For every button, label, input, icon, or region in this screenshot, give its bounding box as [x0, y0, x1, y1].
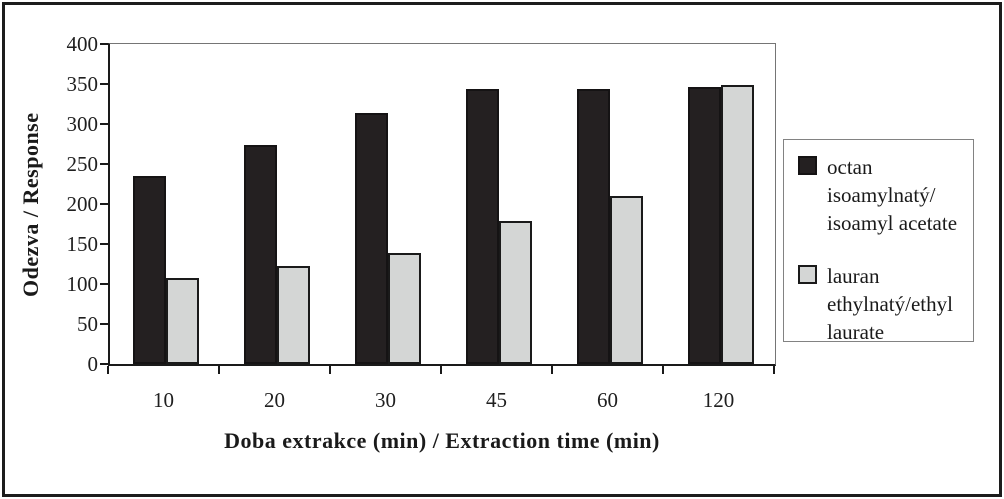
y-tick-mark: [100, 243, 108, 245]
x-tick-label-45: 45: [486, 388, 507, 412]
y-tick-label-300: 300: [66, 111, 99, 136]
y-tick-label-250: 250: [66, 151, 99, 176]
bar-isoamyl-acetate-10min: [132, 176, 166, 364]
x-tick-mark: [329, 366, 331, 374]
x-tick-mark: [662, 366, 664, 374]
y-tick-mark: [100, 203, 108, 205]
x-tick-label-30: 30: [375, 388, 396, 412]
y-tick-label-150: 150: [66, 231, 99, 256]
legend-entry: octan isoamylnatý/ isoamyl acetate: [798, 153, 965, 237]
plot-area: [108, 43, 776, 366]
y-tick-mark: [100, 123, 108, 125]
bar-isoamyl-acetate-45min: [465, 88, 499, 364]
x-tick-mark: [218, 366, 220, 374]
bar-isoamyl-acetate-30min: [354, 112, 388, 364]
legend-label: octan isoamylnatý/ isoamyl acetate: [827, 155, 958, 235]
bar-ethyl-laurate-60min: [609, 196, 643, 364]
y-tick-mark: [100, 323, 108, 325]
gray-square-swatch: [798, 265, 817, 284]
bar-ethyl-laurate-10min: [165, 278, 199, 364]
x-tick-label-60: 60: [597, 388, 618, 412]
bar-isoamyl-acetate-60min: [576, 88, 610, 364]
bar-ethyl-laurate-20min: [276, 266, 310, 364]
y-tick-mark: [100, 43, 108, 45]
y-tick-label-50: 50: [77, 311, 98, 336]
x-axis-title: Doba extrakce (min) / Extraction time (m…: [224, 428, 660, 453]
black-square-swatch: [798, 156, 817, 175]
y-tick-label-100: 100: [66, 271, 99, 296]
y-tick-label-200: 200: [66, 191, 99, 216]
y-tick-label-350: 350: [66, 71, 99, 96]
x-tick-label-120: 120: [702, 388, 735, 412]
y-tick-mark: [100, 163, 108, 165]
bar-ethyl-laurate-30min: [387, 252, 421, 364]
y-tick-mark: [100, 363, 108, 365]
y-tick-mark: [100, 283, 108, 285]
y-tick-label-0: 0: [87, 351, 99, 376]
legend-entry: lauran ethylnatý/ethyl laurate: [798, 262, 965, 346]
x-tick-mark: [440, 366, 442, 374]
x-tick-mark: [773, 366, 775, 374]
y-tick-mark: [100, 83, 108, 85]
x-tick-label-10: 10: [153, 388, 174, 412]
legend-label: lauran ethylnatý/ethyl laurate: [827, 264, 953, 344]
bar-isoamyl-acetate-120min: [687, 87, 721, 364]
y-tick-label-400: 400: [66, 31, 99, 56]
bar-isoamyl-acetate-20min: [243, 144, 277, 364]
x-tick-mark: [551, 366, 553, 374]
x-tick-label-20: 20: [264, 388, 285, 412]
legend: octan isoamylnatý/ isoamyl acetate lauran…: [783, 139, 974, 344]
bar-ethyl-laurate-45min: [498, 220, 532, 364]
bar-ethyl-laurate-120min: [720, 84, 754, 364]
x-tick-mark: [107, 366, 109, 374]
